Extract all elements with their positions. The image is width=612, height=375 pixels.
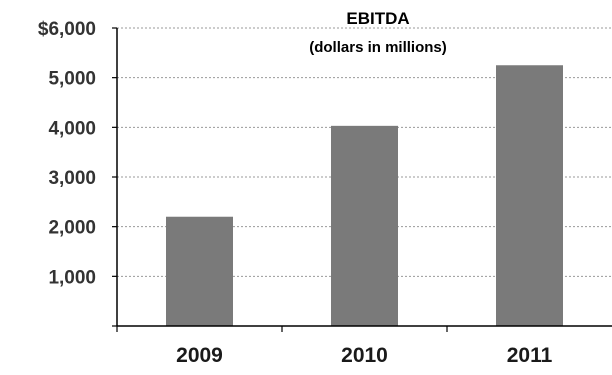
bars	[166, 65, 563, 327]
chart-subtitle: (dollars in millions)	[309, 39, 447, 56]
bar-2009	[166, 216, 233, 326]
x-tick-labels: 2009 2010 2011	[176, 344, 552, 367]
x-tick-label: 2009	[176, 344, 223, 367]
x-tick-label: 2011	[507, 344, 553, 367]
y-tick-label: 3,000	[48, 168, 96, 189]
y-tick-label: 2,000	[48, 218, 96, 239]
bar-2010	[331, 125, 398, 327]
y-tick-label: 4,000	[48, 118, 96, 139]
chart-title: EBITDA	[346, 9, 409, 28]
y-tick-label: 5,000	[48, 69, 96, 90]
y-tick-labels: 1,000 2,000 3,000 4,000 5,000 $6,000	[38, 19, 96, 288]
axes	[112, 27, 612, 332]
x-tick-label: 2010	[341, 344, 388, 367]
bar-2011	[496, 65, 563, 326]
y-tick-label: 1,000	[48, 267, 96, 288]
y-tick-label: $6,000	[38, 19, 96, 40]
